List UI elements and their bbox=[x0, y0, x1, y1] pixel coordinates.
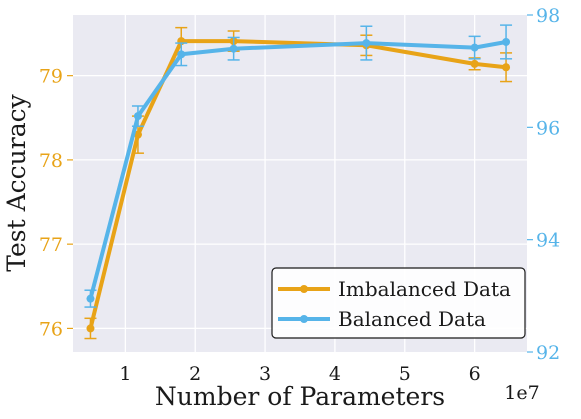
legend-label-balanced: Balanced Data bbox=[338, 307, 486, 331]
balanced-point-3 bbox=[177, 50, 186, 59]
legend-box bbox=[271, 267, 526, 339]
imbalanced-point-2 bbox=[133, 130, 142, 139]
y-left-tick-label-76: 76 bbox=[39, 318, 63, 340]
series-balanced bbox=[84, 24, 513, 308]
x-tick-label-6: 6 bbox=[469, 363, 481, 385]
balanced-point-1 bbox=[86, 294, 95, 303]
y-axis-title: Test Accuracy bbox=[2, 93, 31, 271]
imbalanced-point-6 bbox=[470, 59, 479, 68]
x-tick-label-5: 5 bbox=[399, 363, 411, 385]
y-right-tick-label-94: 94 bbox=[536, 230, 560, 252]
x-tick-label-1: 1 bbox=[119, 363, 131, 385]
legend: Imbalanced Data Balanced Data bbox=[271, 267, 526, 339]
x-tick-label-3: 3 bbox=[259, 363, 271, 385]
legend-label-imbalanced: Imbalanced Data bbox=[338, 277, 511, 301]
y-left-tick-label-79: 79 bbox=[39, 66, 63, 88]
x-axis-offset-label: 1e7 bbox=[504, 382, 539, 404]
series-layer bbox=[84, 24, 513, 340]
x-axis-title: Number of Parameters bbox=[155, 382, 445, 411]
imbalanced-point-7 bbox=[502, 63, 511, 72]
balanced-point-5 bbox=[362, 39, 371, 48]
y-right-axis: 92 94 96 98 bbox=[527, 5, 560, 364]
x-tick-label-2: 2 bbox=[189, 363, 201, 385]
imbalanced-point-1 bbox=[86, 324, 95, 333]
y-right-tick-label-96: 96 bbox=[536, 117, 560, 139]
x-axis: 1 2 3 4 5 6 bbox=[119, 363, 480, 385]
legend-marker-imbalanced bbox=[300, 285, 308, 293]
balanced-point-4 bbox=[229, 44, 238, 53]
balanced-point-6 bbox=[470, 43, 479, 52]
legend-marker-balanced bbox=[300, 315, 308, 323]
x-tick-label-4: 4 bbox=[329, 363, 341, 385]
y-left-tick-label-78: 78 bbox=[39, 150, 63, 172]
balanced-point-2 bbox=[133, 112, 142, 121]
y-left-tick-label-77: 77 bbox=[39, 234, 63, 256]
y-right-tick-label-98: 98 bbox=[536, 5, 560, 27]
y-left-axis: 76 77 78 79 bbox=[39, 66, 73, 340]
y-right-tick-label-92: 92 bbox=[536, 342, 560, 364]
balanced-point-7 bbox=[502, 37, 511, 46]
